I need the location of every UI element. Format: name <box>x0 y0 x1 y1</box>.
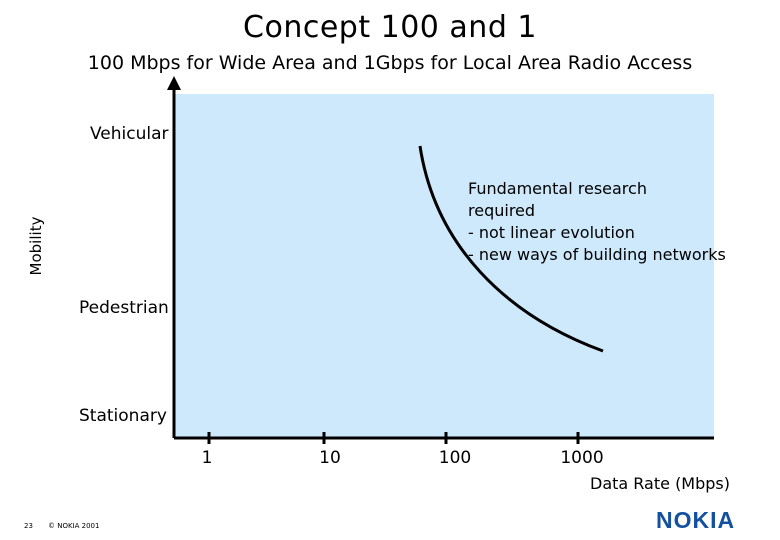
annotation-line: Fundamental research <box>468 179 647 198</box>
annotation-box: Fundamental research required - not line… <box>468 178 726 266</box>
plot-area <box>174 94 714 438</box>
annotation-line: - not linear evolution <box>468 223 635 242</box>
slide-subtitle: 100 Mbps for Wide Area and 1Gbps for Loc… <box>87 52 693 74</box>
annotation-line: - new ways of building networks <box>468 245 726 264</box>
x-axis-label: Data Rate (Mbps) <box>590 474 730 493</box>
slide-number: 23 <box>24 522 33 530</box>
x-tick-label-100: 100 <box>438 448 472 468</box>
copyright: © NOKIA 2001 <box>48 522 100 530</box>
y-axis-label: Mobility <box>27 216 45 276</box>
y-axis-arrow <box>167 76 181 90</box>
limit-curve <box>418 145 604 353</box>
nokia-logo: NOKIA <box>656 507 736 533</box>
x-tick-label-10: 10 <box>319 448 341 468</box>
level-pedestrian: Pedestrian <box>79 298 169 318</box>
slide-title: Concept 100 and 1 <box>243 10 537 45</box>
x-tick-label-1000: 1000 <box>560 448 604 468</box>
annotation-line: required <box>468 201 536 220</box>
level-vehicular: Vehicular <box>90 124 169 144</box>
x-tick-label-1: 1 <box>201 448 213 468</box>
level-stationary: Stationary <box>79 406 167 426</box>
